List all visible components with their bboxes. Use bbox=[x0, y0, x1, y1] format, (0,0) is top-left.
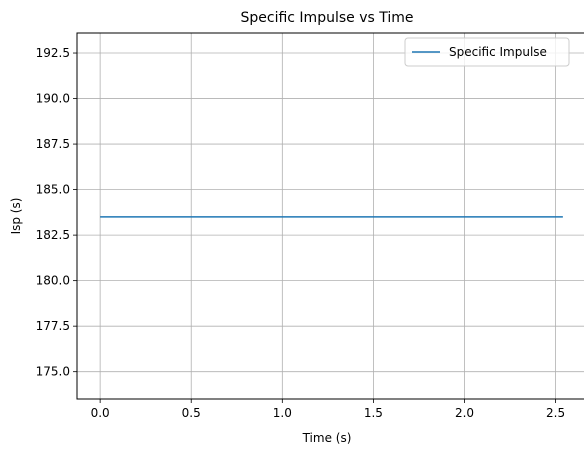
plot-area-frame bbox=[76, 32, 584, 400]
y-tick-label: 192.5 bbox=[36, 46, 70, 60]
legend: Specific Impulse bbox=[404, 37, 570, 67]
x-axis-label: Time (s) bbox=[302, 431, 352, 445]
x-tick-label: 0.0 bbox=[91, 406, 110, 420]
y-tick-label: 190.0 bbox=[36, 92, 70, 106]
x-tick-label: 2.0 bbox=[455, 406, 474, 420]
y-tick-label: 185.0 bbox=[36, 183, 70, 197]
x-tick-label: 1.0 bbox=[273, 406, 292, 420]
y-tick-label: 175.0 bbox=[36, 365, 70, 379]
legend-box bbox=[404, 37, 570, 67]
y-axis-label: Isp (s) bbox=[9, 198, 23, 235]
legend-label-specific-impulse: Specific Impulse bbox=[449, 45, 547, 59]
y-tick-label: 182.5 bbox=[36, 228, 70, 242]
x-axis-ticks: 0.0 0.5 1.0 1.5 2.0 2.5 bbox=[91, 399, 565, 420]
y-tick-label: 180.0 bbox=[36, 274, 70, 288]
y-tick-label: 177.5 bbox=[36, 319, 70, 333]
chart-title: Specific Impulse vs Time bbox=[240, 10, 413, 26]
x-tick-label: 2.5 bbox=[546, 406, 565, 420]
y-axis-ticks: 175.0 177.5 180.0 182.5 185.0 187.5 190.0 192.5 bbox=[36, 46, 77, 379]
x-tick-label: 1.5 bbox=[364, 406, 383, 420]
y-tick-label: 187.5 bbox=[36, 137, 70, 151]
x-tick-label: 0.5 bbox=[182, 406, 201, 420]
